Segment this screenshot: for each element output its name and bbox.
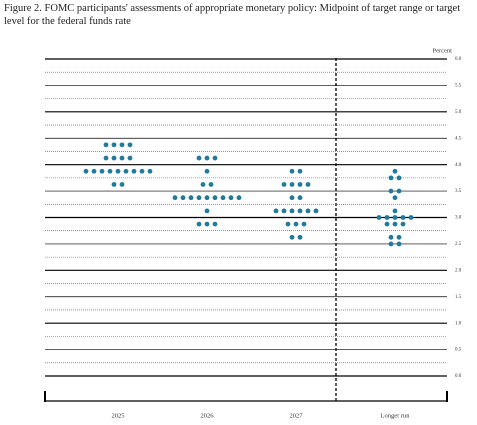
dot — [400, 215, 406, 220]
dot — [289, 195, 295, 201]
dot — [392, 208, 398, 214]
dot — [388, 175, 394, 181]
dot — [297, 195, 303, 201]
dot — [220, 195, 226, 201]
y-tick-label: 4.0 — [455, 163, 462, 168]
dot — [313, 208, 319, 214]
dot — [289, 208, 295, 214]
dot — [281, 208, 287, 214]
dot — [196, 155, 202, 161]
x-tick-label: 2025 — [112, 412, 125, 419]
dot — [196, 195, 202, 201]
dot — [384, 221, 390, 227]
y-tick-label: 2.0 — [455, 268, 462, 273]
dot — [297, 168, 303, 174]
dot — [111, 142, 117, 148]
dot — [289, 234, 295, 240]
dot — [119, 182, 125, 187]
y-tick-label: 0.5 — [455, 348, 462, 353]
dot — [392, 168, 398, 174]
dot — [392, 195, 398, 201]
dot — [388, 234, 394, 240]
dot — [396, 188, 402, 194]
dot — [297, 182, 303, 187]
dot — [297, 234, 303, 240]
dot — [388, 241, 394, 247]
dot — [408, 215, 414, 220]
dot — [212, 195, 218, 201]
dot — [111, 182, 117, 187]
dot — [188, 195, 194, 201]
x-tick-label: 2026 — [201, 412, 215, 419]
y-tick-label: 5.0 — [455, 110, 462, 115]
dot — [400, 221, 406, 227]
dot — [273, 208, 279, 214]
dot — [293, 221, 299, 227]
x-tick-label: 2027 — [290, 412, 304, 419]
dot — [180, 195, 186, 201]
dot — [376, 215, 382, 220]
dot — [392, 221, 398, 227]
dot — [297, 208, 303, 214]
dot — [131, 168, 137, 174]
y-tick-label: 1.5 — [455, 295, 462, 300]
y-tick-label: 2.5 — [455, 242, 462, 247]
dot — [396, 175, 402, 181]
dot — [305, 182, 311, 187]
dot — [236, 195, 242, 201]
dot — [103, 142, 109, 148]
dot — [91, 168, 97, 174]
dot — [212, 155, 218, 161]
dot — [107, 168, 113, 174]
dot — [119, 155, 125, 161]
dot — [115, 168, 121, 174]
dot — [204, 168, 210, 174]
y-tick-label: 6.0 — [455, 57, 462, 62]
dot — [172, 195, 178, 201]
dot — [285, 221, 291, 227]
dot — [289, 182, 295, 187]
dot — [196, 221, 202, 227]
dot — [204, 195, 210, 201]
y-tick-label: 3.5 — [455, 189, 462, 194]
dot — [388, 188, 394, 194]
y-tick-label: 0.0 — [455, 374, 462, 379]
dot — [139, 168, 145, 174]
y-tick-label: 1.0 — [455, 321, 462, 326]
dot — [289, 168, 295, 174]
dot — [301, 221, 307, 227]
dot — [384, 215, 390, 220]
dot — [204, 221, 210, 227]
dot — [83, 168, 89, 174]
y-tick-label: 3.0 — [455, 216, 462, 221]
dot — [396, 241, 402, 247]
dot — [103, 155, 109, 161]
dot — [200, 182, 206, 187]
dot — [212, 221, 218, 227]
dot — [127, 142, 133, 148]
dot — [396, 234, 402, 240]
dot — [204, 208, 210, 214]
x-tick-label: Longer run — [380, 412, 410, 419]
dot — [208, 182, 214, 187]
y-tick-label: 5.5 — [455, 84, 462, 89]
dot — [119, 142, 125, 148]
dot — [147, 168, 153, 174]
dot — [123, 168, 129, 174]
chart-title: Figure 2. FOMC participants' assessments… — [4, 3, 461, 27]
dot — [392, 215, 398, 220]
y-tick-label: 4.5 — [455, 136, 462, 141]
dot — [228, 195, 234, 201]
dot — [99, 168, 105, 174]
dot — [305, 208, 311, 214]
y-axis-label: Percent — [433, 47, 453, 54]
dot — [111, 155, 117, 161]
dot — [127, 155, 133, 161]
dot — [204, 155, 210, 161]
dot — [281, 182, 287, 187]
